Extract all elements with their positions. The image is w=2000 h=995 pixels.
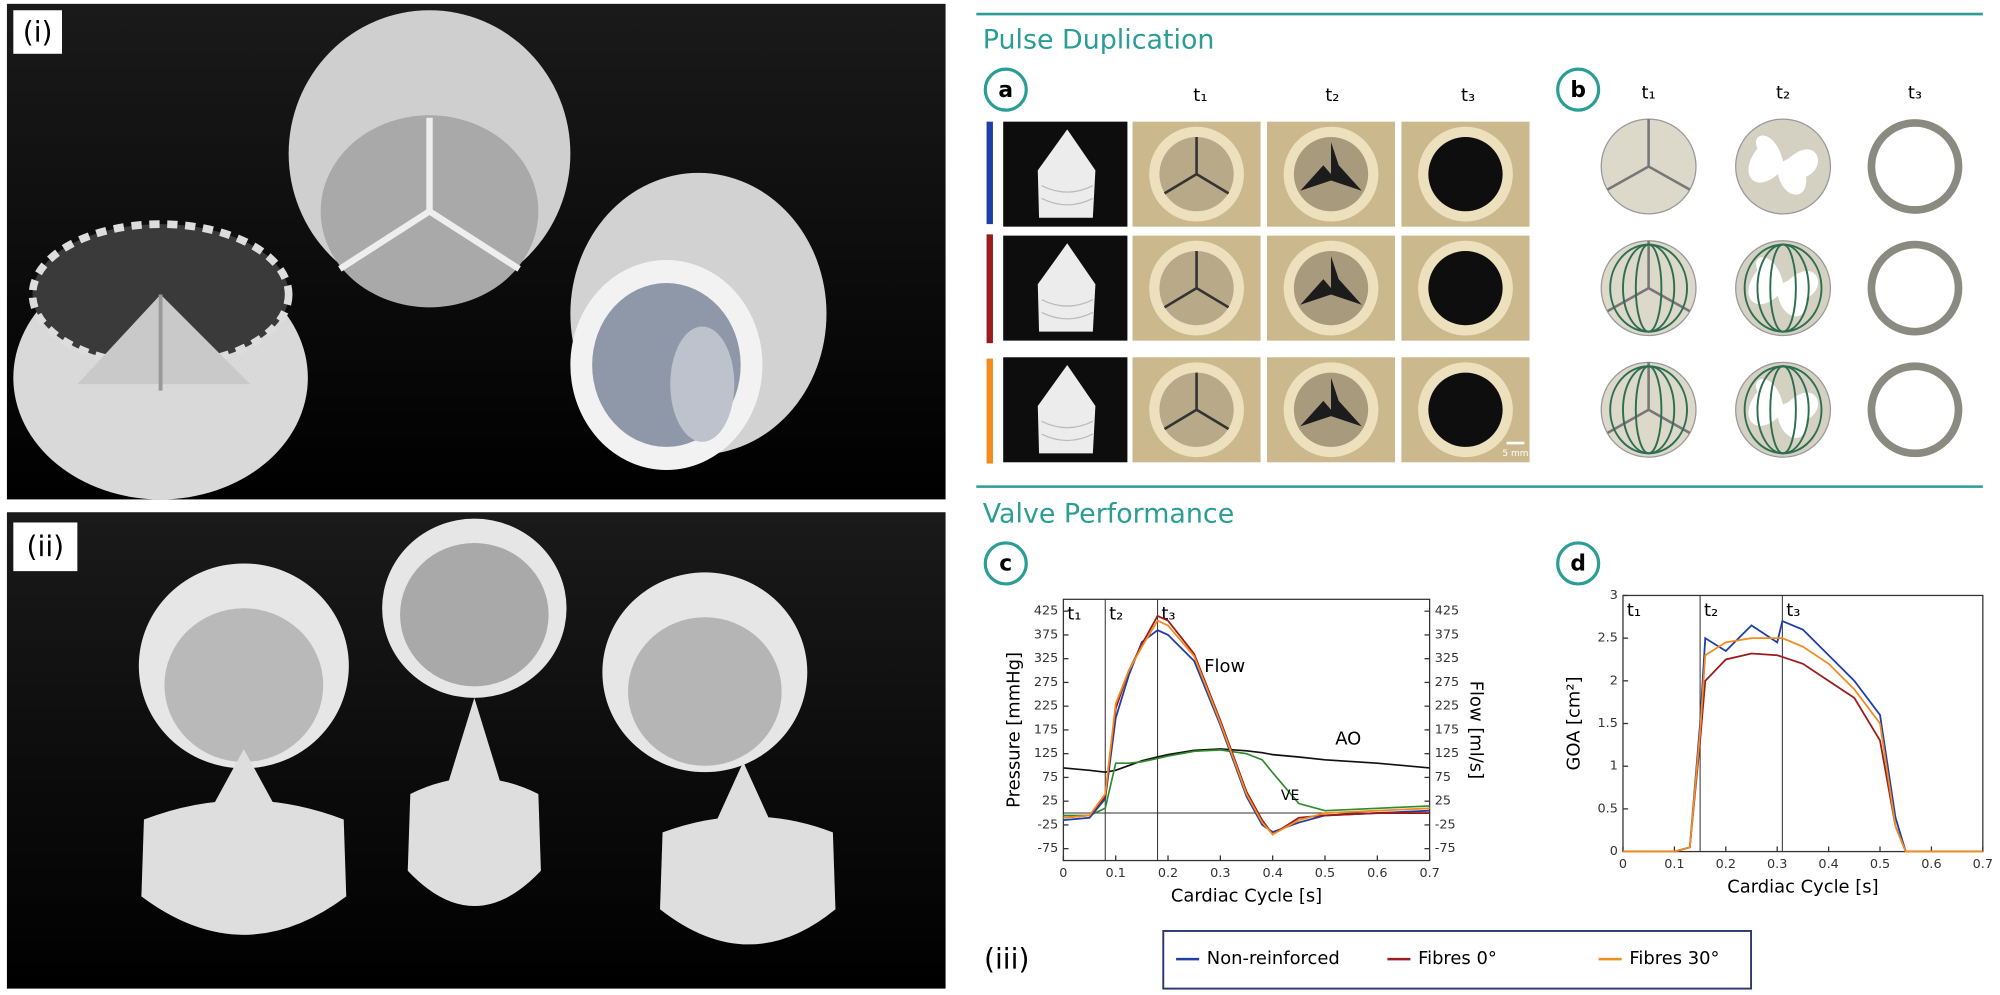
series-line: [1622, 619, 1983, 853]
panel-label: b: [1570, 78, 1586, 103]
series-line: [1063, 619, 1430, 836]
y2-tick-label: 175: [1435, 722, 1459, 737]
series-line: [1063, 629, 1430, 834]
x-tick-label: 0.2: [1716, 857, 1736, 872]
y2-tick-label: 325: [1435, 651, 1459, 666]
y-axis-label: GOA [cm²]: [1563, 676, 1584, 770]
y-axis-label: Pressure [mmHg]: [1004, 652, 1025, 808]
legend-label: Non-reinforced: [1207, 948, 1340, 969]
curve-label: AO: [1335, 728, 1361, 749]
time-marker-label: t₂: [1109, 604, 1123, 625]
x-tick-label: 0.5: [1315, 866, 1335, 881]
panel-badge: [983, 541, 1028, 586]
y-tick-label: 3: [1610, 588, 1618, 603]
panel-badge: [1556, 541, 1601, 586]
series-line: [1622, 637, 1983, 853]
panel-label: c: [999, 552, 1012, 577]
y-tick-label: 275: [1034, 675, 1058, 690]
image-grid: [986, 122, 1530, 464]
panel-badge: [983, 67, 1028, 112]
x-axis-label: Cardiac Cycle [s]: [1727, 876, 1878, 897]
column-header: t₂: [1325, 85, 1339, 106]
time-marker-label: t₁: [1067, 604, 1081, 625]
y2-tick-label: -75: [1435, 841, 1456, 856]
x-tick-label: 0: [1619, 857, 1627, 872]
y-tick-label: -75: [1037, 841, 1058, 856]
y-tick-label: 2: [1610, 673, 1618, 688]
x-tick-label: 0.5: [1870, 857, 1890, 872]
x-axis-label: Cardiac Cycle [s]: [1171, 885, 1322, 906]
x-tick-label: 0.6: [1367, 866, 1387, 881]
panel-badge: [1556, 67, 1601, 112]
time-marker-label: t₂: [1704, 600, 1718, 621]
x-tick-label: 0.4: [1818, 857, 1838, 872]
y-tick-label: 325: [1034, 651, 1058, 666]
panel-label: a: [998, 78, 1013, 103]
plot-frame: [1062, 598, 1431, 862]
valve-photo: [13, 10, 827, 500]
y-tick-label: 175: [1034, 722, 1058, 737]
y-tick-label: 375: [1034, 627, 1058, 642]
legend-label: Fibres 0°: [1418, 948, 1497, 969]
panel-label: (iii): [984, 942, 1029, 975]
label-box: [13, 522, 78, 572]
pressure-line: [1063, 748, 1430, 774]
x-tick-label: 0.1: [1106, 866, 1126, 881]
column-header: t₁: [1642, 82, 1656, 103]
y-tick-label: 0: [1610, 844, 1618, 859]
legend-box: [1162, 930, 1753, 990]
valve-photo: [138, 518, 836, 945]
column-header: t₃: [1461, 85, 1475, 106]
y2-tick-label: 425: [1435, 604, 1459, 619]
x-tick-label: 0: [1059, 866, 1067, 881]
y2-tick-label: 375: [1435, 627, 1459, 642]
panel-label: (i): [23, 15, 53, 48]
label-box: [13, 10, 62, 54]
annotation: Flow: [1204, 656, 1245, 677]
panel-label: d: [1570, 552, 1586, 577]
column-header: t₁: [1193, 85, 1207, 106]
y-tick-label: 0.5: [1598, 801, 1618, 816]
section-title: Valve Performance: [983, 498, 1235, 529]
column-header: t₃: [1908, 82, 1922, 103]
y-tick-label: 75: [1042, 770, 1058, 785]
legend-label: Fibres 30°: [1629, 948, 1719, 969]
x-tick-label: 0.3: [1210, 866, 1230, 881]
y-tick-label: 2.5: [1598, 631, 1618, 646]
y-tick-label: 1.5: [1598, 716, 1618, 731]
time-marker-label: t₃: [1786, 600, 1800, 621]
panel-label: (ii): [27, 530, 65, 563]
x-tick-label: 0.3: [1767, 857, 1787, 872]
section-title: Pulse Duplication: [983, 24, 1215, 55]
y2-tick-label: 225: [1435, 699, 1459, 714]
x-tick-label: 0.7: [1419, 866, 1439, 881]
y-tick-label: 125: [1034, 746, 1058, 761]
plot-frame: [1622, 594, 1984, 853]
y-tick-label: 225: [1034, 699, 1058, 714]
y-tick-label: 425: [1034, 604, 1058, 619]
y-tick-label: -25: [1037, 817, 1058, 832]
y-tick-label: 1: [1610, 759, 1618, 774]
pressure-line: [1063, 749, 1430, 817]
x-tick-label: 0.4: [1262, 866, 1282, 881]
y2-axis-label: Flow [ml/s]: [1466, 681, 1487, 779]
series-line: [1622, 652, 1983, 853]
series-line: [1063, 614, 1430, 836]
time-marker-label: t₁: [1627, 600, 1641, 621]
y2-tick-label: 125: [1435, 746, 1459, 761]
column-header: t₂: [1776, 82, 1790, 103]
y2-tick-label: -25: [1435, 817, 1456, 832]
y-tick-label: 25: [1042, 794, 1058, 809]
y2-tick-label: 25: [1435, 794, 1451, 809]
x-tick-label: 0.1: [1664, 857, 1684, 872]
curve-label: VE: [1281, 788, 1300, 804]
y2-tick-label: 75: [1435, 770, 1451, 785]
x-tick-label: 0.6: [1921, 857, 1941, 872]
y2-tick-label: 275: [1435, 675, 1459, 690]
x-tick-label: 0.2: [1158, 866, 1178, 881]
simulation-grid: [1599, 117, 1958, 459]
x-tick-label: 0.7: [1973, 857, 1993, 872]
scale-bar-label: 5 mm: [1502, 449, 1528, 459]
